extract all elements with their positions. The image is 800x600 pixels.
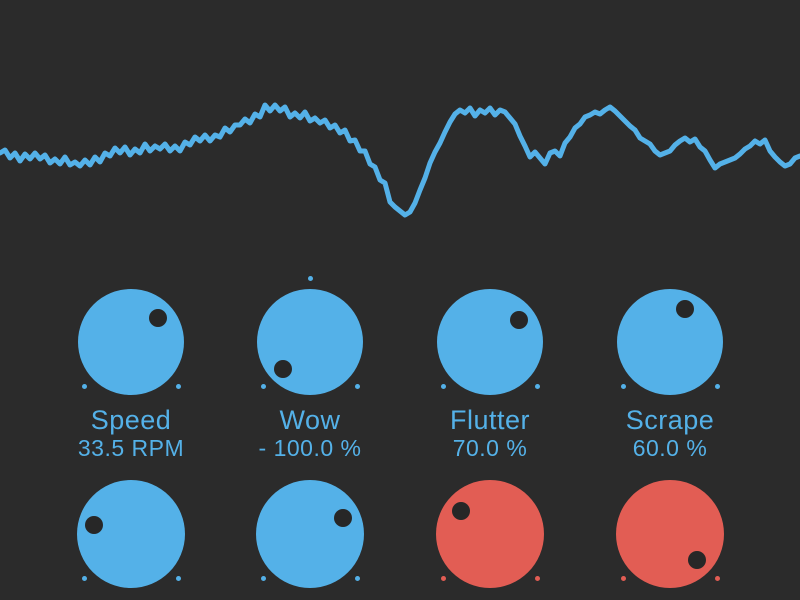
knob-row2-1[interactable] (77, 480, 185, 588)
knob-wow-value: - 100.0 % (258, 435, 362, 461)
knob-row2-3-pointer-dot (452, 502, 470, 520)
knob-row2-2-range-marker (260, 575, 266, 581)
knob-wow-pointer-dot (274, 360, 292, 378)
knob-scrape-label: Scrape (625, 405, 715, 435)
knob-row2-3-range-marker (534, 575, 540, 581)
knob-flutter-value: 70.0 % (452, 435, 528, 461)
knob-speed-pointer-dot (149, 309, 167, 327)
knob-wow-range-marker (354, 383, 360, 389)
knob-scrape-range-marker (714, 383, 720, 389)
knob-speed-range-marker (175, 383, 181, 389)
knob-speed-label: Speed (90, 405, 172, 435)
knob-flutter-label: Flutter (449, 405, 531, 435)
knob-scrape-value: 60.0 % (632, 435, 708, 461)
knob-speed-range-marker (81, 383, 87, 389)
knob-row2-1-range-marker (81, 575, 87, 581)
knob-row2-3[interactable] (436, 480, 544, 588)
knob-wow-range-marker (307, 275, 313, 281)
knob-row2-1-range-marker (175, 575, 181, 581)
knob-wow-range-marker (260, 383, 266, 389)
knob-row2-2[interactable] (256, 480, 364, 588)
knob-scrape-pointer-dot (676, 300, 694, 318)
knob-row2-4-range-marker (714, 575, 720, 581)
knob-flutter[interactable] (437, 289, 543, 395)
knob-row2-3-range-marker (440, 575, 446, 581)
knob-wow-label: Wow (279, 405, 341, 435)
knob-row2-2-range-marker (354, 575, 360, 581)
knob-flutter-range-marker (440, 383, 446, 389)
knob-speed-value: 33.5 RPM (77, 435, 185, 461)
knob-row2-1-pointer-dot (85, 516, 103, 534)
knob-row2-4-pointer-dot (688, 551, 706, 569)
knob-wow[interactable] (257, 289, 363, 395)
knob-row2-4-range-marker (620, 575, 626, 581)
waveform-trace (0, 102, 800, 218)
knob-flutter-range-marker (534, 383, 540, 389)
knob-row2-4[interactable] (616, 480, 724, 588)
knob-scrape[interactable] (617, 289, 723, 395)
knob-row2-2-pointer-dot (334, 509, 352, 527)
knob-flutter-pointer-dot (510, 311, 528, 329)
knob-scrape-range-marker (620, 383, 626, 389)
knob-speed[interactable] (78, 289, 184, 395)
